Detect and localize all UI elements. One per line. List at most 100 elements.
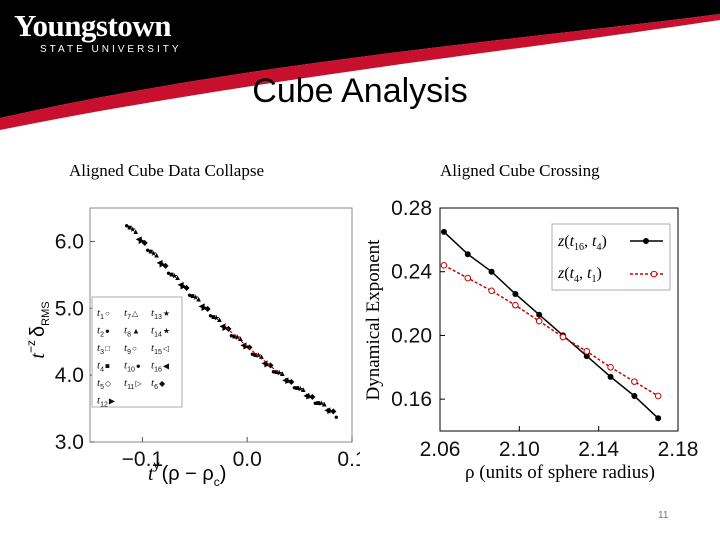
left-data-point: ★ [171,272,178,281]
left-fit-line [225,327,279,373]
left-data-point: ■ [232,332,237,341]
left-data-point: ◆ [142,238,149,247]
svg-text:z(t16, t4): z(t16, t4) [557,233,607,253]
left-data-point: ▶ [201,303,208,312]
left-x-tick-label: 0.1 [337,448,360,471]
left-data-point: ▶ [222,323,229,332]
series-1-point [440,228,447,235]
left-data-point: ● [166,268,171,277]
left-data-point: ★ [150,249,157,258]
right-x-tick-label: 2.14 [578,438,619,461]
left-data-point: ▶ [180,282,187,291]
svg-text:t−zδRMS: t−zδRMS [24,301,52,358]
university-logo: Youngstown STATE UNIVERSITY [14,8,182,56]
left-data-point: ◆ [288,377,295,386]
left-legend-entry: t5◇ [97,377,112,391]
right-y-axis-label: Dynamical Exponent [363,239,384,401]
left-data-point: ▲ [216,315,224,324]
left-legend-entry: t15◁ [151,342,170,356]
series-1-point [583,353,590,360]
left-data-point: ◀ [177,280,184,289]
right-x-tick-label: 2.10 [499,438,540,461]
right-x-tick-label: 2.06 [420,438,461,461]
left-legend-entry: t8▲ [124,325,140,339]
left-data-point: ◆ [183,283,190,292]
right-y-ticks: 0.16 0.20 0.24 0.28 [391,197,445,411]
left-data-point: ▲ [320,400,328,409]
left-data-point: ★ [213,314,220,323]
left-data-point: ▲ [132,227,140,236]
series-2-point [512,301,519,309]
right-y-tick-label: 0.24 [391,261,432,284]
left-data-point: ★ [129,225,136,234]
legend-marker-filled [643,238,649,244]
left-plot-frame [89,207,353,443]
left-data-point: ◀ [157,258,164,267]
left-chart: 3.04.05.06.0 −0.10.00.1 ●■★▲◀▶◆●■★▲◀▶◆●■… [24,207,360,489]
left-data-point: ▲ [278,369,286,378]
left-data-point: ★ [297,384,304,393]
left-legend-entry: t14★ [151,325,170,339]
page-number: 11 [658,510,669,521]
left-data-point: ▲ [257,352,265,361]
left-data-point: ■ [295,384,300,393]
left-data-point: ● [271,367,276,376]
right-legend-box [551,223,671,291]
series-1-point [536,311,543,318]
left-chart-title: Aligned Cube Data Collapse [69,161,264,180]
right-plot-frame [439,207,679,432]
left-data-point: ● [292,383,297,392]
series-line-2 [443,264,659,397]
series-2-point [535,317,543,325]
series-2-point [464,274,472,282]
left-y-axis-label: t−zδRMS [24,301,52,358]
left-data-point: ◆ [204,304,211,313]
left-legend-entry: t2● [97,325,110,339]
left-data-curve: ●■★▲◀▶◆●■★▲◀▶◆●■★▲◀▶◆●■★▲◀▶◆●■★▲◀▶◆●■★▲◀… [124,221,339,421]
left-data-point: ● [334,412,339,421]
left-data-point: ◀ [136,234,143,243]
left-data-point: ■ [316,399,321,408]
left-x-tick-label: 0.0 [233,448,262,471]
series-2-point [559,333,567,341]
left-data-point: ▲ [195,295,203,304]
left-data-point: ● [124,221,129,230]
left-data-point: ★ [192,293,199,302]
left-legend-entry: t9○ [124,342,137,356]
logo-wordmark: Youngstown [14,8,171,43]
left-data-point: ★ [318,399,325,408]
left-x-axis-label: ty (ρ − ρc) [148,458,226,489]
left-data-point: ■ [190,292,195,301]
series-1-point [512,291,519,298]
left-data-point: ◆ [246,343,253,352]
left-legend-entry: t1○ [97,307,110,321]
left-legend: t1○ t7△ t13★ t2● t8▲ t14★ t3□ t9○ t15◁ t4■ t10● t16… [97,307,170,409]
left-data-point: ■ [253,350,258,359]
left-data-point: ▲ [299,385,307,394]
left-data-point: ★ [234,333,241,342]
left-data-point: ◀ [282,375,289,384]
right-chart-title: Aligned Cube Crossing [440,161,600,180]
left-data-point: ■ [127,223,132,232]
left-data-point: ■ [274,368,279,377]
series-2-point [607,363,614,371]
left-legend-entry: t4■ [97,360,110,374]
left-data-point: ▲ [174,273,182,282]
left-data-point: ◆ [330,406,337,415]
series-1-point [464,251,471,258]
slide-title: Cube Analysis [252,72,468,110]
header-black-band [0,0,720,118]
left-data-point: ● [250,349,255,358]
left-legend-entry: t10● [124,360,141,374]
left-legend-entry: t11▷ [124,377,142,391]
left-y-tick-label: 5.0 [55,297,84,320]
right-legend-entry-2: z(t4, t1) [557,265,663,285]
left-data-point: ■ [169,270,174,279]
right-x-axis-label: ρ (units of sphere radius) [465,462,655,483]
left-data-point: ◀ [324,406,331,415]
right-legend-entry-1: z(t16, t4) [557,233,663,253]
left-y-tick-label: 4.0 [55,364,84,387]
series-line-1 [443,231,659,419]
left-data-point: ▶ [306,392,313,401]
left-data-point: ● [229,331,234,340]
